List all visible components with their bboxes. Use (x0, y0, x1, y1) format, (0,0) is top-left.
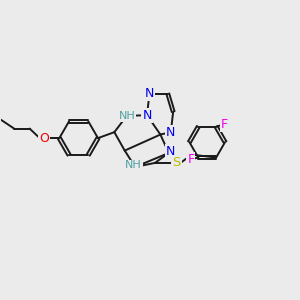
Text: NH: NH (118, 111, 135, 121)
Text: N: N (145, 87, 154, 100)
Text: N: N (166, 145, 175, 158)
Text: F: F (187, 153, 194, 166)
Text: NH: NH (125, 160, 142, 170)
Text: N: N (166, 126, 176, 139)
Text: F: F (221, 118, 228, 131)
Text: S: S (172, 156, 181, 170)
Text: N: N (142, 109, 152, 122)
Text: O: O (39, 132, 49, 145)
